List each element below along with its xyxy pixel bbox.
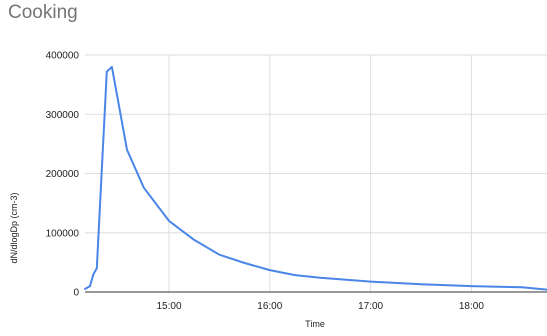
x-tick-label: 16:00 <box>257 301 282 312</box>
series-line <box>84 65 547 291</box>
x-axis-title: Time <box>305 319 325 329</box>
y-axis-title: dN/dlogDp (cm-3) <box>9 192 19 263</box>
y-tick-label: 400000 <box>46 51 80 62</box>
grid <box>85 54 547 293</box>
y-tick-label: 0 <box>73 288 79 299</box>
x-tick-label: 18:00 <box>459 301 484 312</box>
y-tick-label: 100000 <box>46 228 80 239</box>
x-tick-label: 17:00 <box>358 301 383 312</box>
y-tick-label: 200000 <box>46 169 80 180</box>
series-layer <box>84 65 547 291</box>
x-tick-label: 15:00 <box>156 301 181 312</box>
axes: 0 100000 200000 300000 400000 15:00 16:00 17:00… <box>46 51 547 312</box>
chart-title: Cooking <box>8 2 78 23</box>
y-tick-label: 300000 <box>46 110 80 121</box>
